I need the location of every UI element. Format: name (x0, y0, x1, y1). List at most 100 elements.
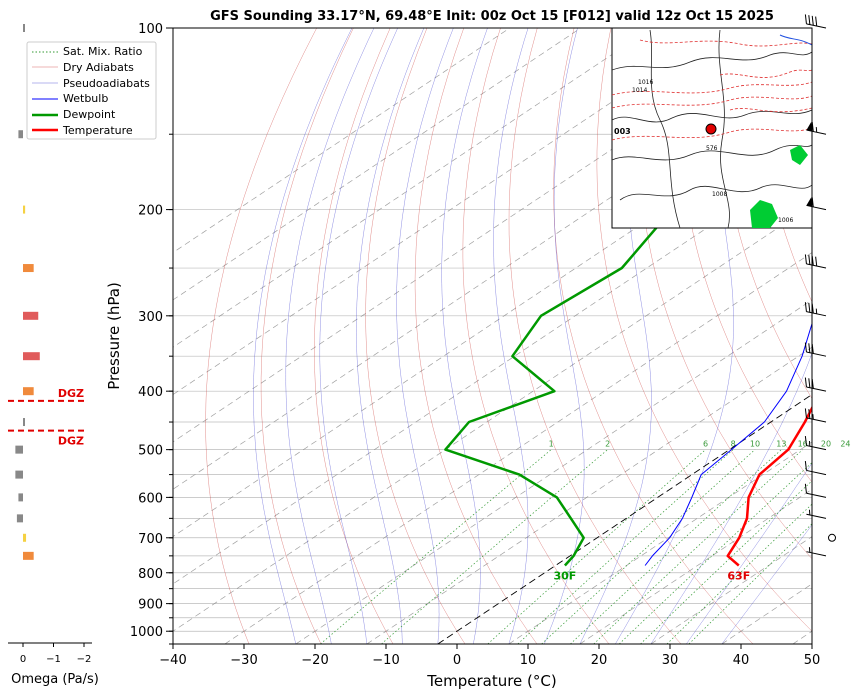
isotherm-line (295, 299, 812, 644)
y-axis-ticks: 100 200 300 400 500 600 700 800 900 1000 (130, 22, 173, 645)
x-axis-label: Temperature (°C) (426, 672, 556, 690)
mixing-ratio-line (541, 449, 756, 644)
mixing-ratio-label: 13 (776, 440, 786, 449)
legend-sat-mix: Sat. Mix. Ratio (63, 45, 143, 58)
wind-calm-circle (828, 533, 836, 542)
dewpoint-profile-line (444, 63, 812, 567)
pseudoadiabat-line (686, 462, 812, 644)
wind-barb-pennant (806, 121, 813, 132)
legend-dry: Dry Adiabats (63, 61, 134, 74)
y-axis-label: Pressure (hPa) (105, 282, 123, 390)
omega-bar (23, 551, 34, 560)
pseudoadiabat-line (544, 28, 585, 644)
mixing-ratio-line (320, 449, 552, 644)
pseudoadiabat-line (493, 28, 529, 644)
mixing-ratio-label: 10 (750, 440, 760, 449)
mixing-ratio-label: 8 (731, 440, 736, 449)
omega-bar (23, 418, 25, 427)
inset-label-3: 1008 (712, 191, 727, 198)
inset-precip-area (750, 145, 808, 228)
wetbulb-profile-line (644, 321, 812, 566)
sounding-location-marker (705, 123, 717, 135)
wind-barb-staff (806, 469, 827, 476)
x-axis-ticks: −40 −30 −20 −10 0 10 20 30 40 50 (159, 644, 820, 668)
legend-box (26, 41, 157, 140)
wind-barb-flag (815, 16, 818, 27)
wind-barb-flag (808, 409, 811, 419)
skewt-plot-area: 126810131620243036 63F 30F 1016 1014 100… (172, 27, 851, 645)
wind-barb (804, 408, 827, 423)
dry-adiabats (205, 28, 812, 644)
omega-tick-label: 0 (20, 654, 26, 665)
pseudoadiabat-line (253, 28, 353, 644)
isotherm-line (173, 28, 724, 395)
isotherm-line (173, 204, 812, 632)
legend: Sat. Mix. Ratio Dry Adiabats Pseudoadiab… (26, 41, 157, 140)
wind-barb (806, 547, 827, 557)
y-tick-label: 900 (138, 598, 163, 613)
wind-barb-staff (806, 492, 827, 498)
isotherm-line (173, 28, 511, 253)
inset-label-4: 1006 (778, 217, 793, 224)
mixing-ratio-line (487, 449, 706, 644)
wind-barb-flag (815, 256, 818, 267)
mixing-ratio-line (381, 449, 608, 644)
dry-adiabat-line (260, 28, 354, 644)
legend-pseudo: Pseudoadiabats (63, 77, 150, 90)
mixing-ratio-labels: 126810131620243036 (549, 440, 851, 449)
pseudoadiabat-line (721, 524, 812, 644)
isotherm-line (173, 28, 653, 348)
dry-adiabat-line (462, 28, 610, 644)
x-tick-label: 30 (662, 653, 679, 668)
mixing-ratio-label: 1 (549, 440, 554, 449)
pseudoadiabats (253, 28, 812, 644)
omega-bar (23, 533, 27, 542)
dry-adiabat-line (679, 28, 812, 483)
wind-barb (804, 254, 827, 269)
mixing-ratio-label: 24 (840, 440, 850, 449)
omega-ticks: 0 −1 −2 (20, 643, 91, 665)
wind-barb (804, 435, 827, 451)
pseudoadiabat-line (650, 352, 812, 644)
dry-adiabat-line (757, 28, 812, 303)
y-tick-label: 300 (138, 310, 163, 325)
isotherm-line (173, 28, 582, 301)
y-tick-label: 500 (138, 444, 163, 459)
x-tick-label: −10 (372, 653, 399, 668)
wind-barb-flag (808, 378, 811, 388)
inset-label-6: 003 (614, 127, 631, 136)
x-tick-label: −40 (159, 653, 186, 668)
isotherm-line (508, 441, 812, 644)
legend-temperature: Temperature (62, 124, 133, 137)
isotherm-line (173, 157, 812, 585)
isotherm-line (579, 488, 812, 644)
omega-xlabel: Omega (Pa/s) (11, 672, 99, 687)
y-tick-label: 200 (138, 204, 163, 219)
isobar-gridlines (173, 28, 812, 644)
x-tick-label: 0 (453, 653, 461, 668)
legend-wetbulb: Wetbulb (63, 92, 108, 105)
mixing-ratio-line (688, 523, 812, 644)
y-tick-label: 1000 (130, 625, 163, 640)
wind-barb-half-flag (815, 127, 818, 133)
omega-bar (23, 264, 34, 273)
x-tick-label: −30 (230, 653, 257, 668)
y-tick-label: 800 (138, 567, 163, 582)
pseudoadiabat-line (441, 28, 488, 644)
dry-adiabat-line (205, 28, 317, 644)
wind-barb (804, 483, 827, 498)
inset-height-contours (612, 39, 812, 141)
wind-barb-flag (804, 460, 807, 471)
wind-barb-flag (808, 302, 811, 313)
omega-bar (23, 352, 40, 361)
mixing-ratio-label: 2 (605, 440, 610, 449)
omega-bars (15, 24, 40, 560)
mixing-ratio-label: 6 (703, 440, 708, 449)
chart-title: GFS Sounding 33.17°N, 69.48°E Init: 00z … (210, 9, 774, 24)
inset-coastlines (612, 29, 812, 228)
omega-bar (16, 514, 23, 523)
isotherm-line (224, 252, 812, 644)
x-tick-label: 20 (591, 653, 608, 668)
wind-barb-flag (808, 255, 811, 265)
inset-label-5: 576 (706, 145, 718, 152)
